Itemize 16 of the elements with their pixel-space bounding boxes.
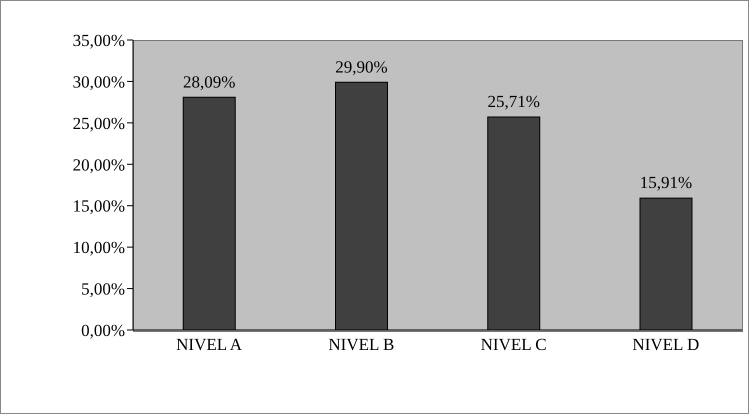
data-label: 15,91% — [640, 173, 692, 192]
y-tick-label: 20,00% — [72, 155, 125, 174]
y-tick-label: 0,00% — [81, 321, 125, 340]
y-tick-label: 10,00% — [72, 238, 125, 258]
data-label: 25,71% — [488, 92, 540, 111]
x-tick-label: NIVEL C — [480, 335, 547, 354]
y-tick-label: 25,00% — [72, 114, 125, 133]
x-tick-label: NIVEL D — [632, 335, 700, 354]
x-tick-label: NIVEL B — [328, 335, 394, 354]
data-label: 29,90% — [335, 57, 388, 76]
y-tick-label: 15,00% — [72, 196, 125, 216]
y-tick-label: 35,00% — [72, 31, 125, 50]
y-tick-label: 30,00% — [72, 72, 125, 92]
y-tick-label: 5,00% — [81, 280, 125, 299]
x-tick-label: NIVEL A — [176, 335, 243, 354]
data-label: 28,09% — [183, 72, 236, 92]
